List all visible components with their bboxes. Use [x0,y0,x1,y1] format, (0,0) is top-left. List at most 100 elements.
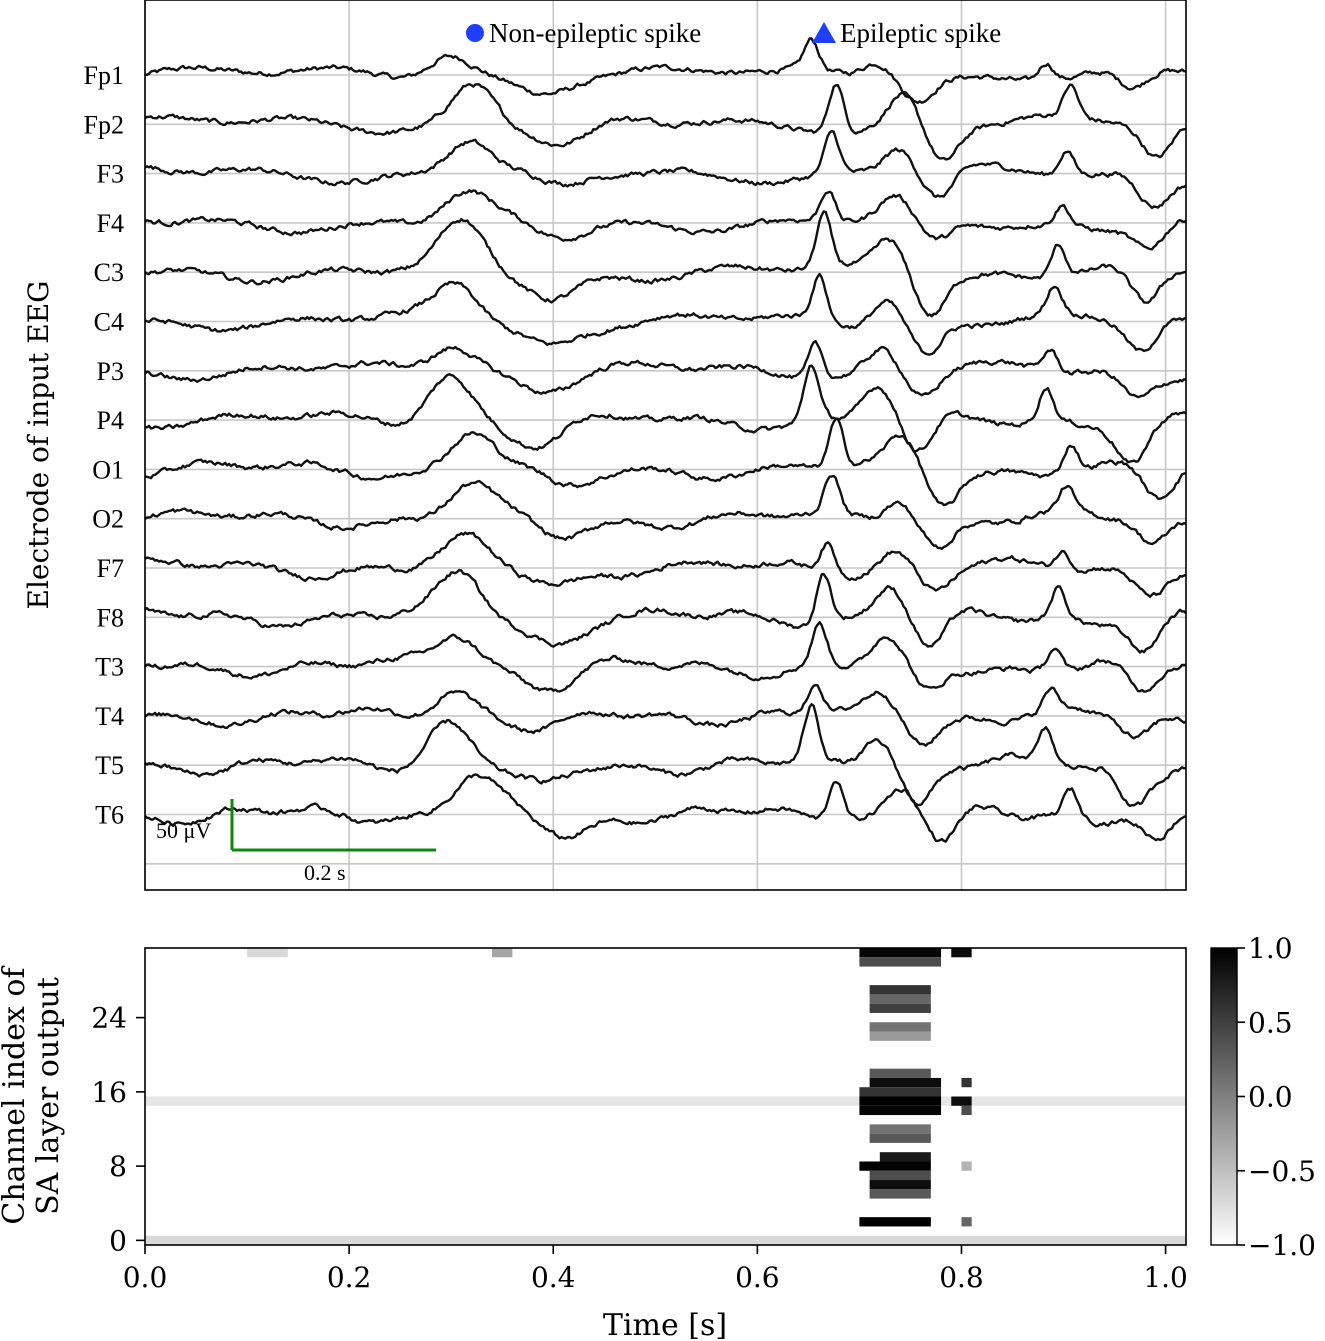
heatmap-band-12 [869,1068,931,1078]
eeg-channel-labels: Fp1 Fp2 F3 F4 C3 C4 P3 P4 O1 O2 F7 F8 T3 T4 T5 T6 [84,61,124,830]
eeg-y-axis-label: Electrode of input EEG [22,281,55,610]
heatmap-band-1 [145,1096,1186,1106]
eeg-trace-C3 [144,210,1187,318]
heatmap-band-5 [859,957,942,967]
heatmap-y-axis-label-line-2: SA layer output [31,977,66,1215]
heatmap-band-22 [869,1180,931,1190]
eeg-channel-label-T5: T5 [95,751,124,780]
eeg-trace-C4 [144,272,1187,356]
colorbar-tick-label-0: 1.0 [1248,932,1293,965]
eeg-trace-F3 [144,129,1187,210]
heatmap-y-axis-label-line-1: Channel index of [0,966,32,1225]
colorbar [1210,947,1238,1246]
heatmap-plot-frame [144,947,1187,1246]
non-epileptic-marker [466,24,484,42]
heatmap-band-9 [869,1003,931,1013]
eeg-channel-label-T6: T6 [95,801,124,830]
heatmap-band-29 [961,1161,972,1171]
heatmap-band-8 [869,994,931,1004]
scale-bar: 50 μV 0.2 s [156,799,437,885]
heatmap-xtick-label-0: 0.0 [123,1261,168,1294]
scale-bar-time-label: 0.2 s [304,860,346,885]
heatmap-band-24 [859,1217,931,1227]
heatmap-band-7 [869,985,931,995]
eeg-trace-T6 [144,773,1187,843]
heatmap-xtick-label-1: 0.2 [327,1261,372,1294]
heatmap-ytick-label-2: 16 [91,1076,127,1109]
heatmap-band-25 [961,1077,972,1088]
heatmap-ytick-label-3: 24 [91,1002,127,1035]
heatmap-band-0 [145,1235,1186,1245]
eeg-channel-label-F3: F3 [97,160,124,189]
scale-bar-amplitude-label: 50 μV [156,818,211,843]
heatmap-band-19 [879,1152,931,1162]
heatmap-band-6 [951,948,972,958]
heatmap-band-28 [961,1217,972,1227]
heatmap-band-21 [869,1170,931,1181]
colorbar-tick-label-4: −1.0 [1248,1229,1316,1262]
eeg-channel-label-T3: T3 [95,653,124,682]
eeg-traces [144,37,1187,843]
heatmap-cells [145,948,1186,1245]
eeg-trace-P4 [144,364,1187,464]
heatmap-y-axis-label: Channel index of SA layer output [0,966,66,1225]
legend-epileptic-label: Epileptic spike [840,18,1001,48]
heatmap-band-15 [859,1096,942,1106]
heatmap-x-ticks: 0.0 0.2 0.4 0.6 0.8 1.0 [123,1245,1188,1294]
heatmap-band-23 [869,1189,931,1199]
heatmap-xtick-label-4: 0.8 [939,1261,984,1294]
eeg-trace-F4 [144,189,1187,251]
eeg-trace-Fp2 [144,83,1187,161]
heatmap-xtick-label-3: 0.6 [735,1261,780,1294]
eeg-channel-label-C4: C4 [94,308,124,337]
heatmap-band-17 [869,1124,931,1134]
heatmap-y-ticks: 0 8 16 24 [91,1002,145,1257]
eeg-channel-label-O2: O2 [92,505,124,534]
eeg-trace-O2 [144,474,1187,550]
legend-non-epileptic-label: Non-epileptic spike [489,18,701,48]
eeg-channel-label-F7: F7 [97,554,124,583]
eeg-channel-label-F8: F8 [97,603,124,632]
heatmap-ytick-label-1: 8 [109,1150,127,1183]
colorbar-tick-label-1: 0.5 [1248,1006,1293,1039]
eeg-trace-F8 [144,568,1187,654]
colorbar-tick-label-2: 0.0 [1248,1081,1293,1114]
eeg-trace-P3 [144,339,1187,399]
heatmap-band-4 [859,948,942,958]
heatmap-band-10 [869,1022,931,1032]
eeg-legend: Non-epileptic spike Epileptic spike [466,18,1001,48]
eeg-channel-label-C3: C3 [94,258,124,287]
heatmap-xtick-label-2: 0.4 [531,1261,576,1294]
heatmap-band-3 [492,948,513,958]
colorbar-ticks: 1.0 0.5 0.0 −0.5 −1.0 [1237,932,1316,1262]
epileptic-marker [812,22,836,43]
eeg-channel-label-P3: P3 [97,357,124,386]
heatmap-band-14 [859,1087,942,1097]
eeg-trace-T5 [144,703,1187,808]
heatmap-x-axis-label: Time [s] [603,1308,727,1341]
eeg-channel-label-P4: P4 [97,406,124,435]
heatmap-band-16 [859,1105,942,1116]
eeg-trace-T3 [144,621,1187,693]
colorbar-tick-label-3: −0.5 [1248,1155,1316,1188]
eeg-channel-label-Fp1: Fp1 [84,61,124,90]
eeg-channel-label-T4: T4 [95,702,124,731]
heatmap-band-11 [869,1031,931,1041]
eeg-panel: Fp1 Fp2 F3 F4 C3 C4 P3 P4 O1 O2 F7 F8 T3 T4 T5 T6 Elect… [22,0,1187,891]
heatmap-band-20 [859,1161,931,1171]
eeg-trace-T4 [144,683,1187,747]
heatmap-band-27 [961,1105,972,1116]
heatmap-panel: 0.0 0.2 0.4 0.6 0.8 1.0 0 8 16 24 Time [s] Chann… [0,932,1316,1341]
eeg-trace-Fp1 [144,37,1186,105]
eeg-channel-label-O1: O1 [92,455,124,484]
eeg-channel-label-Fp2: Fp2 [84,110,124,139]
eeg-trace-O1 [144,417,1187,507]
heatmap-band-2 [247,948,288,958]
eeg-trace-F7 [144,531,1187,598]
heatmap-band-13 [869,1077,942,1088]
eeg-plot-area [145,0,1186,890]
heatmap-band-26 [951,1096,972,1106]
heatmap-band-18 [869,1133,931,1143]
heatmap-xtick-label-5: 1.0 [1143,1261,1188,1294]
